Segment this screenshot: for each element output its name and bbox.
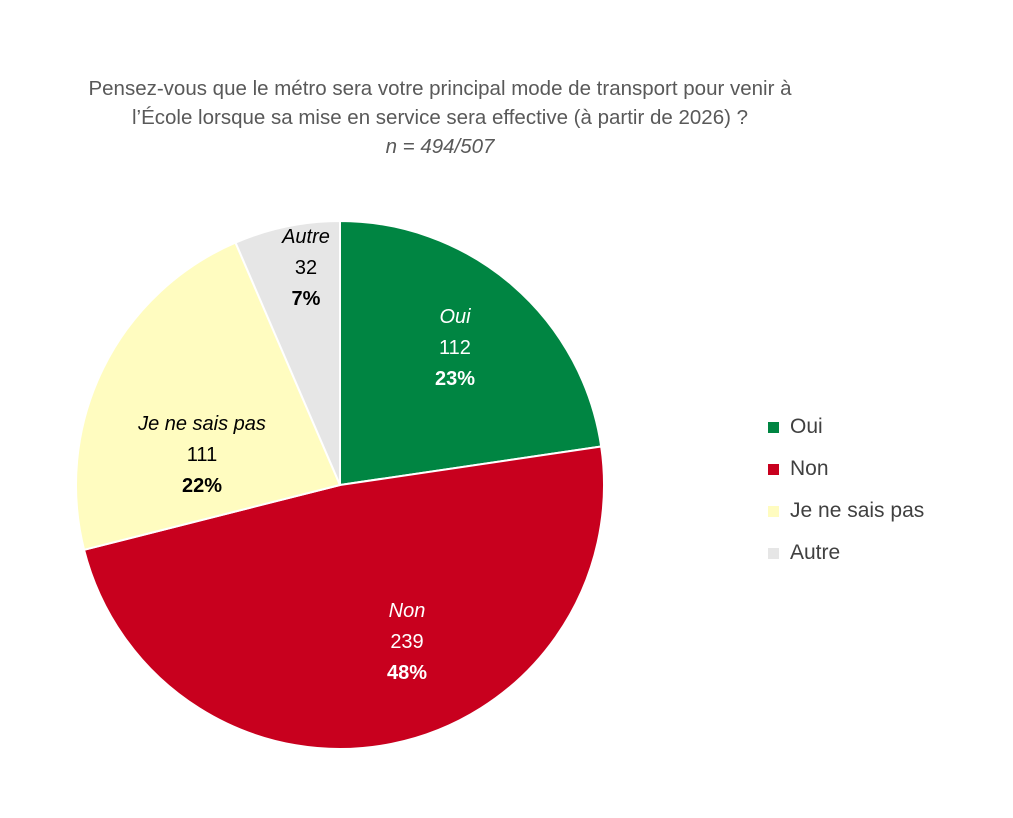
legend-label-non: Non	[790, 457, 829, 480]
legend-label-autre: Autre	[790, 541, 841, 564]
pie-slice-autre	[234, 220, 341, 486]
legend-swatch-oui	[768, 421, 779, 433]
slice-category-autre: Autre	[282, 226, 330, 248]
legend-label-oui: Oui	[790, 415, 823, 438]
pie-slice-non	[83, 445, 605, 750]
slice-count-je-ne-sais-pas: 111	[186, 444, 218, 466]
legend-item-autre: Autre	[768, 532, 924, 574]
slice-count-autre: 32	[294, 257, 318, 279]
slice-category-je-ne-sais-pas: Je ne sais pas	[138, 413, 266, 435]
pie-slice-je-ne-sais-pas	[75, 241, 341, 551]
slice-count-oui: 112	[439, 337, 471, 359]
slice-percent-non: 48%	[386, 662, 428, 684]
chart-subtitle: n = 494/507	[385, 135, 495, 158]
chart-title: Pensez-vous que le métro sera votre prin…	[0, 74, 880, 161]
legend-swatch-non	[768, 463, 779, 475]
slice-count-non: 239	[390, 631, 424, 653]
slice-percent-oui: 23%	[434, 368, 476, 390]
legend-item-oui: Oui	[768, 406, 924, 448]
chart-title-line-2: l’École lorsque sa mise en service sera …	[131, 106, 749, 129]
legend-swatch-autre	[768, 547, 779, 559]
slice-percent-autre: 7%	[291, 288, 321, 310]
slice-label-non: Non 239 48%	[317, 596, 497, 689]
legend-item-je-ne-sais-pas: Je ne sais pas	[768, 490, 924, 532]
chart-title-line-1: Pensez-vous que le métro sera votre prin…	[88, 77, 792, 100]
legend-item-non: Non	[768, 448, 924, 490]
pie-slice-oui	[339, 220, 603, 486]
slice-label-autre: Autre 32 7%	[216, 222, 396, 315]
slice-category-oui: Oui	[439, 306, 471, 328]
slice-label-oui: Oui 112 23%	[365, 302, 545, 395]
legend-label-je-ne-sais-pas: Je ne sais pas	[790, 499, 925, 522]
legend-swatch-je-ne-sais-pas	[768, 505, 779, 517]
slice-category-non: Non	[388, 600, 426, 622]
slice-percent-je-ne-sais-pas: 22%	[181, 475, 223, 497]
legend: Oui Non Je ne sais pas Autre	[768, 406, 924, 574]
slice-label-je-ne-sais-pas: Je ne sais pas 111 22%	[112, 409, 292, 502]
